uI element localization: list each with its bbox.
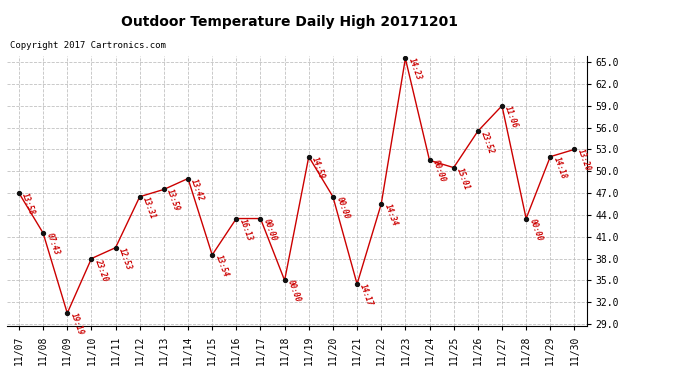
- Text: 14:59: 14:59: [310, 155, 326, 180]
- Point: [134, 194, 145, 200]
- Point: [448, 165, 460, 171]
- Text: 00:00: 00:00: [528, 217, 544, 242]
- Point: [424, 158, 435, 164]
- Text: 14:18: 14:18: [552, 155, 568, 180]
- Point: [400, 56, 411, 62]
- Text: 16:13: 16:13: [238, 217, 254, 242]
- Point: [545, 154, 556, 160]
- Text: 13:58: 13:58: [21, 192, 37, 216]
- Point: [62, 310, 73, 316]
- Point: [303, 154, 314, 160]
- Text: 00:00: 00:00: [335, 195, 351, 220]
- Text: 07:43: 07:43: [45, 232, 61, 256]
- Point: [158, 186, 169, 192]
- Text: 14:34: 14:34: [383, 202, 399, 227]
- Point: [569, 146, 580, 152]
- Point: [182, 176, 193, 181]
- Point: [230, 216, 241, 222]
- Text: Copyright 2017 Cartronics.com: Copyright 2017 Cartronics.com: [10, 41, 166, 50]
- Text: 13:20: 13:20: [576, 148, 592, 173]
- Text: 15:01: 15:01: [455, 166, 471, 191]
- Point: [328, 194, 339, 200]
- Point: [207, 252, 218, 258]
- Point: [375, 201, 386, 207]
- Text: Temperature (°F): Temperature (°F): [526, 45, 612, 54]
- Point: [279, 278, 290, 284]
- Text: 14:17: 14:17: [359, 283, 375, 308]
- Point: [497, 103, 508, 109]
- Text: Outdoor Temperature Daily High 20171201: Outdoor Temperature Daily High 20171201: [121, 15, 458, 29]
- Text: 13:31: 13:31: [141, 195, 157, 220]
- Point: [14, 190, 25, 196]
- Point: [255, 216, 266, 222]
- Text: 00:00: 00:00: [286, 279, 302, 304]
- Text: 00:00: 00:00: [431, 159, 447, 184]
- Text: 11:06: 11:06: [504, 104, 520, 129]
- Text: 00:00: 00:00: [262, 217, 278, 242]
- Point: [37, 230, 48, 236]
- Text: 12:53: 12:53: [117, 246, 133, 271]
- Point: [86, 256, 97, 262]
- Text: 19:19: 19:19: [69, 312, 85, 337]
- Point: [472, 128, 483, 134]
- Point: [351, 281, 363, 287]
- Text: 23:52: 23:52: [480, 130, 495, 154]
- Text: 13:42: 13:42: [190, 177, 206, 202]
- Text: 13:54: 13:54: [214, 254, 230, 278]
- Point: [503, 47, 514, 53]
- Text: 14:23: 14:23: [407, 57, 423, 82]
- Point: [520, 216, 531, 222]
- Point: [110, 244, 121, 250]
- Text: 23:20: 23:20: [93, 257, 109, 282]
- Text: 13:59: 13:59: [166, 188, 181, 213]
